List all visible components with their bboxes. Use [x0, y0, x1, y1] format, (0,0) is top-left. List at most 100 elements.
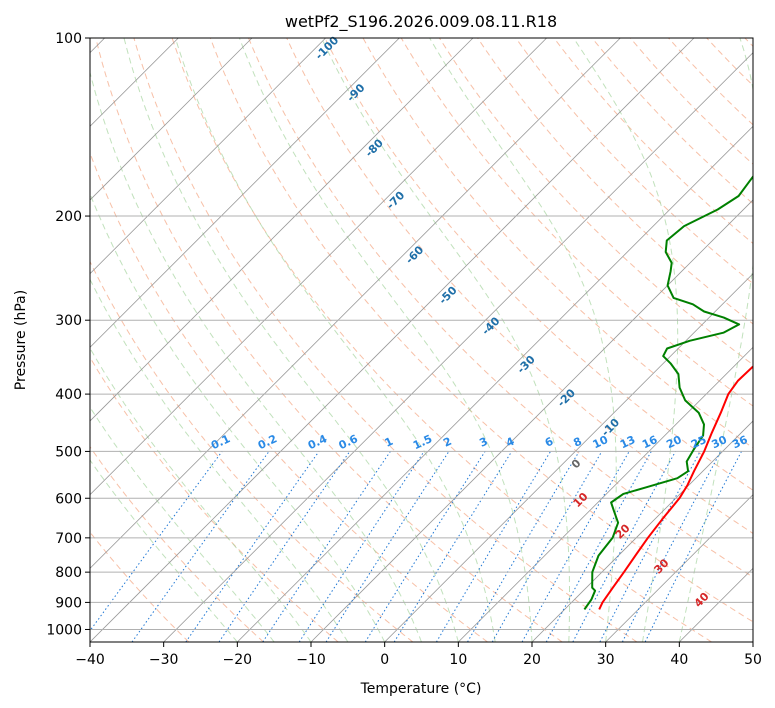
- mixing-ratio-line: [90, 451, 223, 632]
- y-tick-label: 1000: [46, 622, 82, 638]
- mixing-ratio-line: [262, 451, 391, 642]
- mixing-ratio-line: [572, 451, 676, 642]
- isotherm: [310, 199, 753, 642]
- dry-adiabat-label: -30: [515, 353, 538, 376]
- moist-adiabat: [678, 38, 753, 642]
- dry-adiabat-label: 30: [652, 556, 672, 576]
- mixing-ratio-line: [621, 451, 722, 642]
- mixing-ratio-label: 0.1: [209, 432, 232, 452]
- profile-lines: [583, 175, 753, 610]
- x-axis: −40 −30 −20 −10 0 10 20 30 40 50: [75, 642, 762, 668]
- x-tick-label: −30: [149, 652, 179, 668]
- mixing-ratio-label: 8: [571, 435, 583, 450]
- moist-adiabat: [123, 38, 459, 642]
- temperature-line: [598, 365, 753, 610]
- mixing-ratio-label: 25: [689, 433, 708, 451]
- isotherm: [90, 38, 547, 496]
- x-axis-title: Temperature (°C): [360, 681, 482, 697]
- y-tick-label: 300: [55, 313, 82, 329]
- dry-adiabat-label: -70: [384, 189, 407, 212]
- isotherm: [752, 641, 753, 642]
- mixing-ratio-line: [599, 451, 701, 642]
- x-tick-label: −20: [223, 652, 253, 668]
- dry-adiabat: [248, 38, 753, 578]
- mixing-ratio-line: [393, 451, 513, 642]
- dry-adiabat-label: -60: [403, 243, 426, 266]
- dry-adiabat-label: -20: [555, 386, 578, 409]
- mixing-ratio-line: [364, 451, 486, 642]
- x-tick-label: −40: [75, 652, 105, 668]
- y-tick-label: 900: [55, 595, 82, 611]
- dry-adiabat-label: 10: [571, 490, 591, 510]
- isotherm: [531, 420, 753, 642]
- dry-adiabat: [95, 38, 563, 642]
- mixing-ratio-label: 3: [477, 435, 489, 450]
- isotherm: [605, 494, 753, 642]
- plot-frame: [89, 37, 754, 643]
- y-tick-label: 200: [55, 209, 82, 225]
- dry-adiabat-label: -80: [363, 136, 386, 159]
- background-labels: 0.1 0.2 0.4 0.6 1 1.5 2 3 4 6 8 10 13 16 20 25 30 36-100-…: [209, 33, 750, 609]
- mixing-ratio-line: [435, 451, 552, 642]
- mixing-ratio-line: [467, 451, 580, 642]
- moist-adiabat: [90, 406, 275, 642]
- dry-adiabat: [553, 38, 753, 245]
- moist-adiabat: [573, 38, 679, 642]
- mixing-ratio-label: 36: [730, 433, 750, 451]
- mixing-ratio-label: 1: [383, 435, 395, 450]
- y-tick-label: 500: [55, 444, 82, 460]
- x-tick-label: 10: [449, 652, 467, 668]
- moist-adiabat: [90, 192, 386, 642]
- mixing-ratio-label: 16: [640, 433, 660, 451]
- dry-adiabat-label: -90: [344, 81, 367, 104]
- mixing-ratio-label: 30: [710, 433, 730, 451]
- x-tick-label: 30: [597, 652, 615, 668]
- isotherm: [90, 38, 474, 422]
- dry-adiabat-label: 0: [569, 456, 584, 471]
- dewpoint-line: [583, 175, 753, 610]
- dry-adiabat: [171, 38, 712, 642]
- isotherm: [90, 38, 621, 569]
- dry-adiabat-label: 20: [613, 521, 633, 541]
- isotherm: [90, 38, 253, 201]
- dry-adiabat-label: -40: [479, 314, 502, 337]
- y-tick-label: 700: [55, 531, 82, 547]
- y-tick-label: 600: [55, 491, 82, 507]
- moist-adiabat: [90, 70, 422, 642]
- mixing-ratio-line: [545, 451, 652, 642]
- mixing-ratio-line: [644, 451, 742, 642]
- moist-adiabat: [90, 459, 238, 642]
- y-axis: 100 200 300 400 500 600 700 800 900 1000: [46, 31, 90, 638]
- mixing-ratio-line: [218, 451, 351, 642]
- background-lines: [90, 38, 753, 642]
- isotherm: [458, 346, 753, 642]
- dry-adiabat: [515, 38, 753, 285]
- mixing-ratio-line: [185, 451, 320, 642]
- moist-adiabat: [238, 38, 533, 642]
- isotherm: [384, 273, 753, 642]
- x-tick-label: 40: [670, 652, 688, 668]
- dry-adiabat: [706, 38, 753, 87]
- dry-adiabat-label: 40: [692, 590, 712, 610]
- dry-adiabat: [209, 38, 753, 623]
- y-axis-title: Pressure (hPa): [13, 290, 29, 390]
- isotherm: [237, 125, 753, 642]
- moist-adiabat: [174, 38, 496, 642]
- dry-adiabat: [668, 38, 753, 126]
- moist-adiabat: [90, 278, 349, 642]
- dry-adiabat: [90, 151, 488, 642]
- mixing-ratio-label: 0.4: [306, 432, 329, 452]
- mixing-ratio-label: 20: [664, 433, 684, 451]
- chart-title: wetPf2_S196.2026.009.08.11.R18: [285, 12, 557, 32]
- x-tick-label: 20: [523, 652, 541, 668]
- dry-adiabat: [591, 38, 753, 205]
- dry-adiabat: [90, 356, 339, 642]
- y-tick-label: 100: [55, 31, 82, 47]
- y-tick-label: 800: [55, 565, 82, 581]
- dry-adiabat: [90, 445, 264, 642]
- mixing-ratio-line: [298, 451, 425, 642]
- moist-adiabat: [90, 347, 312, 642]
- mixing-ratio-line: [521, 451, 630, 642]
- gridlines: [90, 38, 753, 630]
